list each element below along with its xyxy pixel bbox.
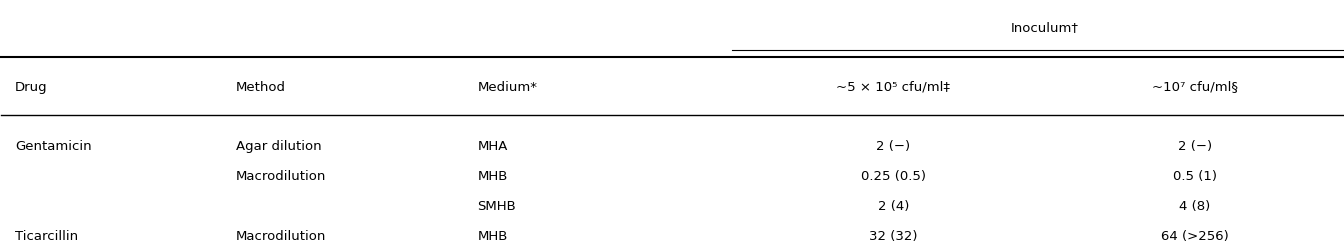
Text: 2 (4): 2 (4) — [878, 200, 909, 213]
Text: Macrodilution: Macrodilution — [237, 230, 327, 242]
Text: Agar dilution: Agar dilution — [237, 140, 321, 153]
Text: Medium*: Medium* — [477, 81, 538, 93]
Text: 64 (>256): 64 (>256) — [1161, 230, 1228, 242]
Text: MHA: MHA — [477, 140, 508, 153]
Text: 0.5 (1): 0.5 (1) — [1173, 170, 1218, 183]
Text: 0.25 (0.5): 0.25 (0.5) — [860, 170, 926, 183]
Text: Method: Method — [237, 81, 286, 93]
Text: Inoculum†: Inoculum† — [1011, 21, 1079, 34]
Text: MHB: MHB — [477, 230, 508, 242]
Text: Drug: Drug — [15, 81, 47, 93]
Text: Ticarcillin: Ticarcillin — [15, 230, 78, 242]
Text: ~5 × 10⁵ cfu/ml‡: ~5 × 10⁵ cfu/ml‡ — [836, 81, 950, 93]
Text: 2 (−): 2 (−) — [876, 140, 910, 153]
Text: Macrodilution: Macrodilution — [237, 170, 327, 183]
Text: SMHB: SMHB — [477, 200, 516, 213]
Text: Gentamicin: Gentamicin — [15, 140, 91, 153]
Text: ~10⁷ cfu/ml§: ~10⁷ cfu/ml§ — [1152, 81, 1238, 93]
Text: 32 (32): 32 (32) — [870, 230, 918, 242]
Text: 2 (−): 2 (−) — [1177, 140, 1212, 153]
Text: MHB: MHB — [477, 170, 508, 183]
Text: 4 (8): 4 (8) — [1180, 200, 1211, 213]
